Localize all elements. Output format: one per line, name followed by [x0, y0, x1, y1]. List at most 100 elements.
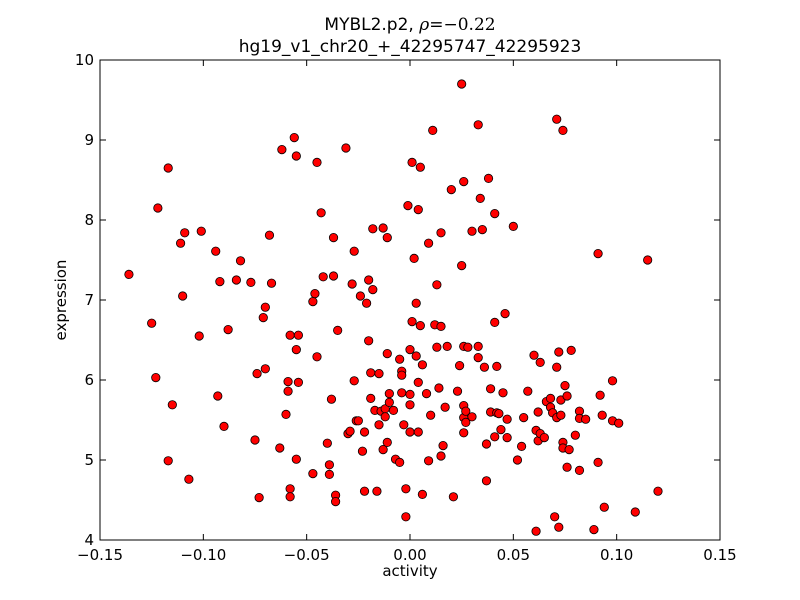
data-point	[417, 489, 427, 499]
data-point	[502, 432, 512, 443]
data-point	[378, 223, 388, 233]
data-point	[382, 437, 392, 447]
data-point	[562, 391, 572, 401]
data-point	[355, 291, 365, 301]
data-point	[558, 125, 568, 135]
data-point	[397, 370, 407, 380]
data-point	[552, 362, 562, 372]
data-point	[581, 414, 591, 424]
data-point	[213, 391, 223, 401]
data-point	[281, 409, 291, 419]
y-tick-label: 7	[84, 291, 94, 309]
data-point	[492, 361, 502, 371]
data-point	[519, 412, 529, 423]
data-point	[285, 484, 295, 494]
data-point	[285, 492, 295, 502]
data-point	[357, 446, 368, 456]
data-point	[250, 435, 260, 445]
data-point	[178, 291, 188, 301]
data-point	[413, 377, 423, 387]
data-point	[368, 284, 378, 295]
data-point	[473, 120, 483, 130]
data-point	[163, 163, 173, 173]
data-point	[498, 388, 508, 398]
data-point	[490, 209, 500, 219]
data-point	[293, 330, 303, 340]
x-tick-label: 0.10	[600, 546, 633, 564]
data-point	[401, 484, 411, 494]
data-point	[593, 249, 603, 259]
data-point	[349, 376, 359, 386]
data-point	[457, 79, 467, 89]
data-point	[415, 320, 425, 331]
data-point	[566, 345, 576, 355]
data-point	[318, 272, 328, 282]
data-point	[457, 260, 467, 271]
data-point	[180, 228, 190, 238]
data-point	[461, 417, 471, 427]
data-point	[533, 407, 543, 417]
x-tick-label: 0.00	[393, 546, 426, 564]
data-point	[593, 457, 603, 467]
data-point	[308, 468, 318, 479]
data-point	[409, 253, 419, 263]
data-point	[361, 298, 372, 308]
data-point	[483, 173, 494, 183]
data-point	[395, 354, 405, 364]
data-point	[260, 302, 270, 312]
data-point	[508, 221, 518, 231]
x-tick-label: −0.10	[180, 546, 226, 564]
data-point	[539, 432, 549, 443]
data-point	[382, 233, 392, 243]
data-point	[452, 386, 463, 396]
data-point	[599, 502, 609, 512]
data-point	[291, 344, 301, 355]
data-point	[384, 397, 394, 407]
chart-title: MYBL2.p2, ρ=−0.22	[324, 15, 495, 35]
data-point	[382, 348, 392, 359]
y-axis-label: expression	[52, 260, 70, 341]
data-point	[523, 386, 533, 396]
data-point	[500, 308, 510, 319]
data-point	[366, 368, 376, 378]
data-point	[252, 368, 262, 379]
y-tick-label: 10	[75, 51, 94, 69]
data-point	[490, 432, 500, 442]
data-point	[417, 360, 427, 370]
data-point	[266, 278, 277, 288]
data-point	[434, 383, 444, 393]
data-point	[291, 454, 301, 464]
data-point	[328, 271, 339, 281]
data-point	[564, 444, 574, 455]
data-point	[341, 143, 351, 153]
data-point	[411, 351, 421, 361]
data-point	[467, 226, 477, 236]
data-point	[595, 390, 605, 400]
data-point	[223, 324, 233, 335]
data-point	[473, 341, 483, 351]
data-point	[349, 246, 359, 256]
data-point	[384, 388, 394, 399]
data-point	[481, 476, 492, 486]
data-point	[345, 426, 355, 436]
points-layer	[124, 79, 663, 536]
data-point	[359, 427, 370, 437]
data-point	[440, 402, 450, 412]
data-point	[570, 430, 580, 440]
data-point	[653, 486, 663, 496]
data-point	[454, 360, 465, 371]
data-point	[397, 388, 407, 398]
data-point	[283, 386, 293, 396]
data-point	[196, 226, 206, 236]
data-point	[328, 233, 339, 243]
data-point	[512, 455, 523, 465]
data-point	[368, 224, 378, 234]
plot-frame	[99, 59, 721, 541]
data-point	[423, 456, 434, 466]
data-point	[535, 357, 545, 367]
chart-subtitle: hg19_v1_chr20_+_42295747_42295923	[239, 37, 582, 57]
data-point	[552, 114, 562, 124]
data-point	[374, 368, 384, 379]
data-point	[283, 376, 293, 387]
